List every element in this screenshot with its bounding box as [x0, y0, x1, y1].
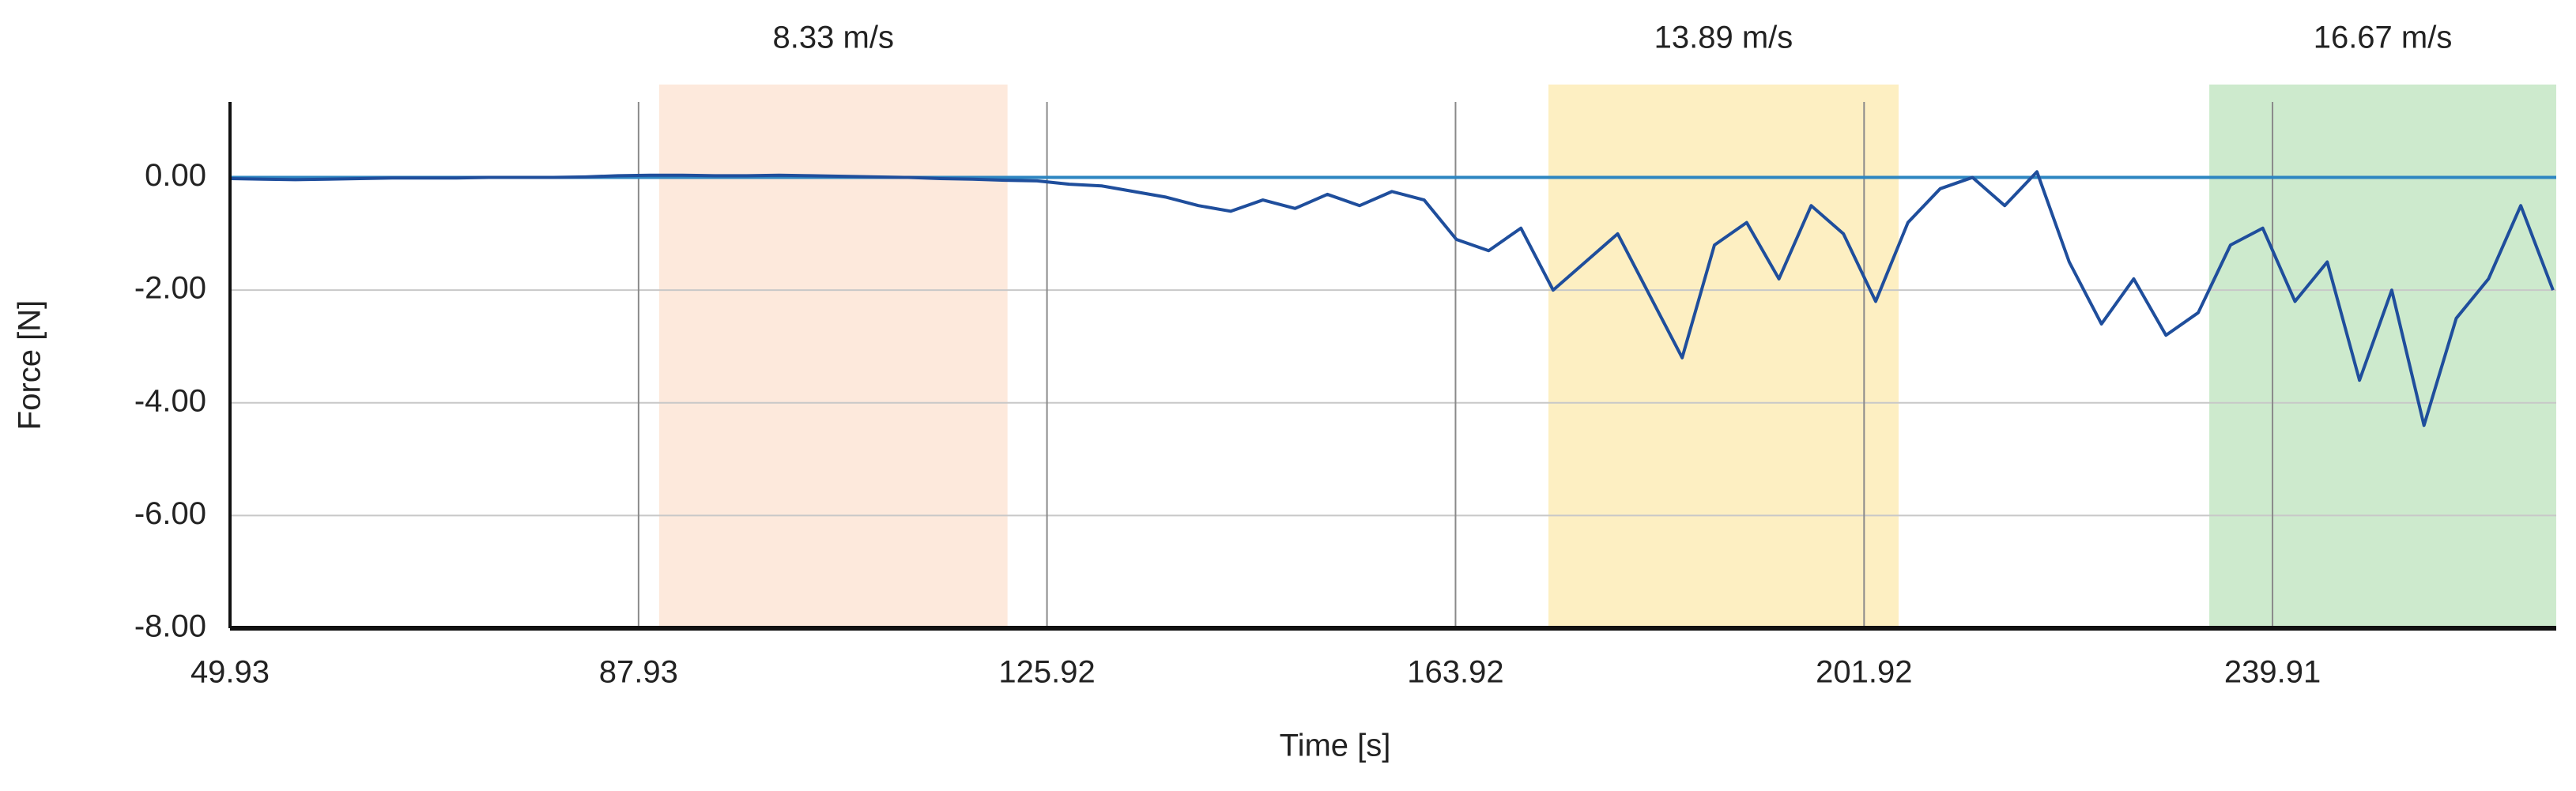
x-tick-label: 163.92	[1407, 655, 1503, 690]
band-label: 13.89 m/s	[1654, 21, 1793, 55]
y-axis-label: Force [N]	[13, 300, 47, 430]
y-tick-label: 0.00	[145, 158, 206, 193]
x-tick-label: 125.92	[998, 655, 1095, 690]
data-line	[230, 170, 2555, 428]
speed-band	[1548, 85, 1899, 628]
speed-band	[658, 85, 1008, 628]
x-tick-label: 49.93	[190, 655, 270, 690]
x-axis-label: Time [s]	[1280, 729, 1391, 763]
band-label: 8.33 m/s	[773, 21, 894, 55]
x-tick-label: 201.92	[1816, 655, 1912, 690]
y-tick-label: -8.00	[134, 609, 206, 644]
y-tick-label: -4.00	[134, 383, 206, 418]
y-tick-label: -6.00	[134, 496, 206, 531]
band-label: 16.67 m/s	[2314, 21, 2453, 55]
x-tick-label: 87.93	[599, 655, 678, 690]
x-tick-label: 239.91	[2224, 655, 2321, 690]
y-tick-label: -2.00	[134, 271, 206, 306]
speed-band	[2209, 85, 2556, 628]
